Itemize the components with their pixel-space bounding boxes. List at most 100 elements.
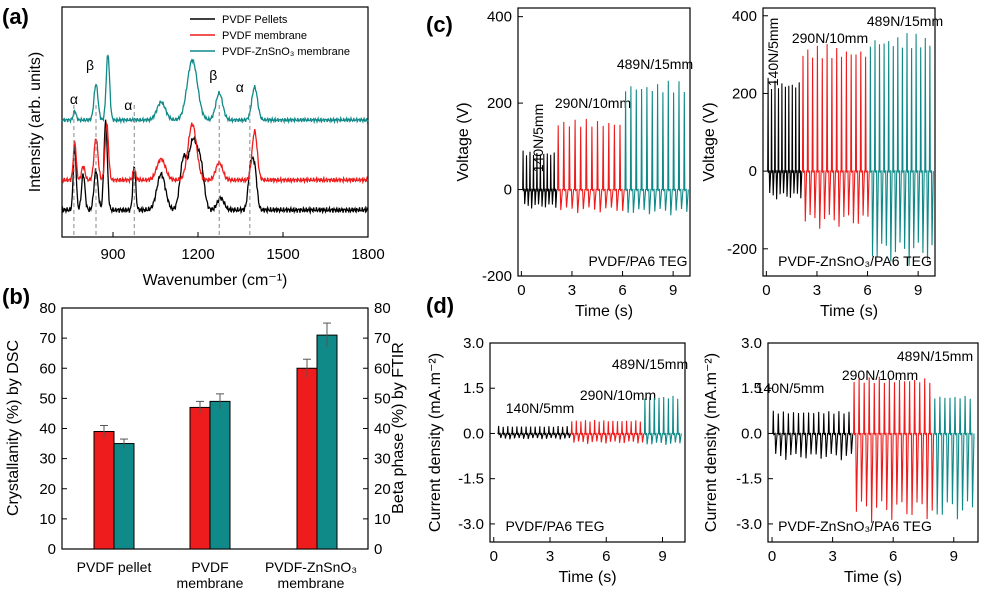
plot-frame-d2 bbox=[767, 342, 979, 543]
bar-category-label-2-1: membrane bbox=[278, 575, 345, 589]
bar-beta-phase-1 bbox=[209, 400, 231, 550]
ftir-marker-label-1: β bbox=[86, 57, 94, 73]
panel-tag-c2: PVDF-ZnSnO₃/PA6 TEG bbox=[778, 253, 932, 269]
ftir-series-line-0 bbox=[61, 119, 369, 215]
x-tick-label-c1-0: 0 bbox=[517, 282, 525, 299]
segment-label-c1-0: 140N/5mm bbox=[530, 104, 546, 172]
legend-label-pvdf-znsno3: PVDF-ZnSnO₃ membrane bbox=[222, 46, 350, 58]
plot-frame-c1 bbox=[517, 7, 691, 277]
y-tick-label-c1-3: 400 bbox=[487, 9, 512, 26]
y-axis-label-c2: Voltage (V) bbox=[701, 102, 718, 181]
ftir-x-tick-label-1: 1200 bbox=[181, 246, 214, 263]
trace-c1-segment-2 bbox=[624, 80, 689, 216]
bar-beta-phase-2 bbox=[316, 334, 338, 550]
y-tick-label-d2-0: -3.0 bbox=[736, 516, 762, 533]
y-tick-label-c2-1: 0 bbox=[749, 163, 757, 180]
segment-label-d1-1: 290N/10mm bbox=[580, 387, 656, 403]
trace-d1-segment-1 bbox=[570, 419, 645, 444]
legend-label-pvdf-membrane: PVDF membrane bbox=[222, 30, 307, 42]
x-tick-label-c1-3: 9 bbox=[669, 282, 677, 299]
bar-crystallinity-1 bbox=[189, 406, 211, 550]
bar-left-tick-label-7: 70 bbox=[39, 330, 56, 347]
bar-right-tick-label-5: 50 bbox=[374, 390, 391, 407]
bar-left-tick-label-6: 60 bbox=[39, 360, 56, 377]
segment-label-c2-0: 140N/5mm bbox=[765, 18, 781, 86]
bar-right-tick-label-0: 0 bbox=[374, 541, 382, 558]
x-tick-label-c2-3: 9 bbox=[914, 282, 922, 299]
bar-left-tick-label-2: 20 bbox=[39, 481, 56, 498]
panel-d-letter: (d) bbox=[426, 293, 454, 318]
ftir-series-line-2 bbox=[61, 54, 369, 125]
panel-a-legend: PVDF Pellets PVDF membrane PVDF-ZnSnO₃ m… bbox=[190, 14, 350, 58]
bar-left-tick-label-5: 50 bbox=[39, 390, 56, 407]
trace-c1-segment-1 bbox=[556, 118, 625, 214]
panel-tag-d2: PVDF-ZnSnO₃/PA6 TEG bbox=[778, 518, 932, 534]
trace-c2-segment-2 bbox=[869, 33, 934, 266]
x-tick-label-d1-1: 3 bbox=[546, 548, 554, 565]
panel-b-right-axis-label: Beta phase (%) by FTIR bbox=[390, 342, 407, 514]
bar-category-label-0-0: PVDF pellet bbox=[77, 559, 152, 575]
x-tick-label-d1-0: 0 bbox=[490, 548, 498, 565]
y-axis-label-c1: Voltage (V) bbox=[455, 102, 472, 181]
legend-label-pvdf-pellets: PVDF Pellets bbox=[222, 14, 288, 26]
trace-d2-segment-1 bbox=[852, 376, 935, 523]
y-tick-label-d1-3: 1.5 bbox=[463, 380, 484, 397]
y-tick-label-c1-1: 0 bbox=[504, 182, 512, 199]
x-tick-label-c2-2: 6 bbox=[863, 282, 871, 299]
y-tick-label-d1-1: -1.5 bbox=[458, 471, 484, 488]
panel-a-series-group bbox=[61, 54, 369, 215]
trace-c1-segment-0 bbox=[522, 150, 558, 209]
ftir-marker-label-3: β bbox=[209, 67, 217, 83]
bar-right-tick-label-6: 60 bbox=[374, 360, 391, 377]
bar-left-tick-label-3: 30 bbox=[39, 451, 56, 468]
y-tick-label-d2-2: 0.0 bbox=[741, 425, 762, 442]
bar-right-tick-label-7: 70 bbox=[374, 330, 391, 347]
panel-b-left-y-ticks: 0 10 20 30 40 50 60 70 80 bbox=[39, 300, 67, 558]
ftir-marker-label-4: α bbox=[236, 79, 244, 95]
ftir-x-tick-label-2: 1500 bbox=[266, 246, 299, 263]
panel-d1-current-chart: -3.0 -1.5 0.0 1.5 3.0 0 3 6 9 140N/5mm 290N/10mm 48… bbox=[427, 335, 688, 586]
x-tick-label-c2-1: 3 bbox=[813, 282, 821, 299]
plot-frame-c2 bbox=[762, 7, 936, 277]
bar-left-tick-label-8: 80 bbox=[39, 300, 56, 317]
y-tick-label-c2-2: 200 bbox=[732, 85, 757, 102]
trace-d2-segment-2 bbox=[933, 395, 975, 520]
panel-b-letter: (b) bbox=[2, 284, 30, 309]
panel-b-left-axis-label: Crystallanity (%) by DSC bbox=[5, 340, 22, 516]
y-axis-label-d1: Current density (mA.m⁻²) bbox=[427, 353, 444, 532]
x-tick-label-d2-1: 3 bbox=[828, 548, 836, 565]
bar-right-tick-label-1: 10 bbox=[374, 511, 391, 528]
panel-a-y-axis-label: Intensity (arb. units) bbox=[27, 52, 44, 193]
panel-a-x-ticks: 900 1200 1500 1800 bbox=[100, 232, 385, 263]
y-tick-label-d1-4: 3.0 bbox=[463, 335, 484, 352]
x-tick-label-d2-2: 6 bbox=[889, 548, 897, 565]
x-tick-label-d1-3: 9 bbox=[658, 548, 666, 565]
x-tick-label-c1-2: 6 bbox=[618, 282, 626, 299]
bar-crystallinity-2 bbox=[296, 367, 318, 550]
ftir-marker-label-2: α bbox=[124, 97, 132, 113]
bar-category-label-1-0: PVDF bbox=[191, 559, 228, 575]
trace-d1-segment-0 bbox=[497, 425, 572, 440]
y-tick-label-d1-2: 0.0 bbox=[463, 425, 484, 442]
segment-label-d2-1: 290N/10mm bbox=[842, 367, 918, 383]
x-axis-label-d1: Time (s) bbox=[558, 569, 616, 586]
segment-label-c2-2: 489N/15mm bbox=[867, 13, 943, 29]
y-tick-label-d1-0: -3.0 bbox=[458, 516, 484, 533]
bar-left-tick-label-1: 10 bbox=[39, 511, 56, 528]
panel-tag-c1: PVDF/PA6 TEG bbox=[588, 253, 687, 269]
segment-label-d2-0: 140N/5mm bbox=[756, 380, 824, 396]
panel-b-bars bbox=[93, 322, 338, 550]
bar-right-tick-label-3: 30 bbox=[374, 451, 391, 468]
trace-c2-segment-0 bbox=[767, 77, 803, 200]
panel-a-marker-group: α β α β α bbox=[70, 57, 251, 237]
y-axis-label-d2: Current density (mA.m⁻²) bbox=[703, 353, 720, 532]
bar-right-tick-label-4: 40 bbox=[374, 421, 391, 438]
trace-c2-segment-1 bbox=[801, 44, 870, 229]
bar-category-label-1-1: membrane bbox=[177, 575, 244, 589]
panel-b-category-labels: PVDF pellet PVDFmembranePVDF-ZnSnO₃membra… bbox=[77, 559, 357, 589]
x-tick-label-d2-0: 0 bbox=[768, 548, 776, 565]
bar-right-tick-label-8: 80 bbox=[374, 300, 391, 317]
y-tick-label-c2-0: -200 bbox=[727, 241, 757, 258]
segment-label-c1-2: 489N/15mm bbox=[617, 56, 693, 72]
